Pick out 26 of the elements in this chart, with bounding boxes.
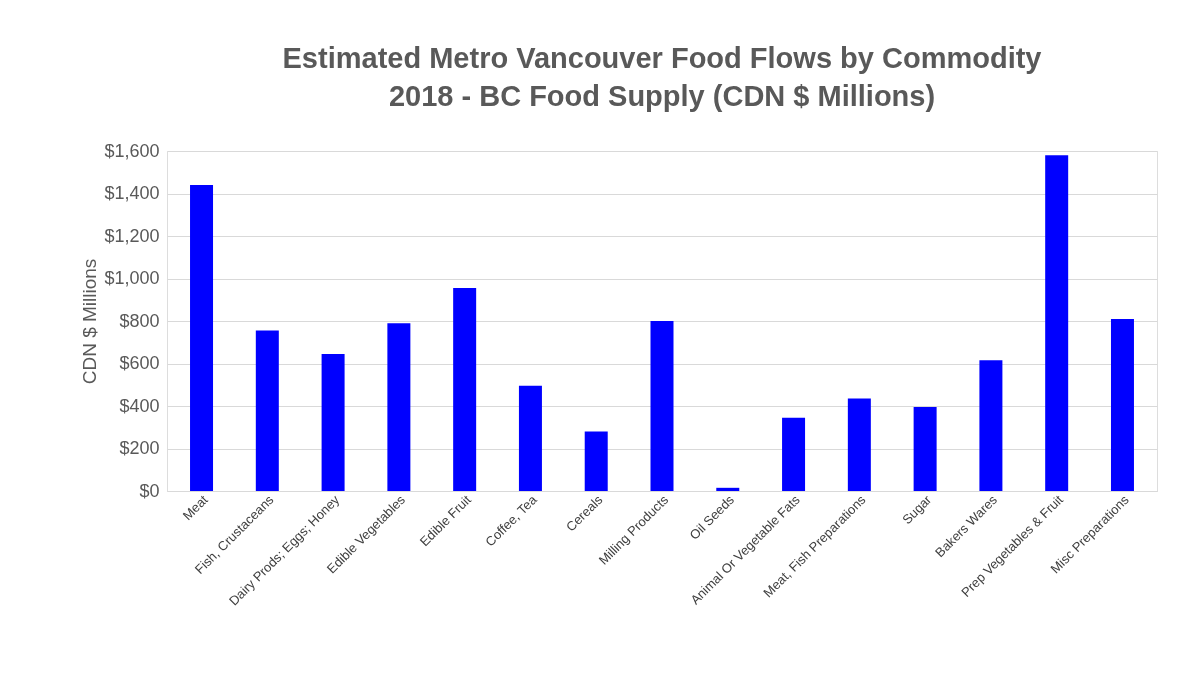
bar <box>716 487 740 491</box>
bar <box>453 288 477 491</box>
y-tick-label: $0 <box>139 480 160 501</box>
y-tick-label: $1,400 <box>104 183 160 203</box>
y-tick-label: $1,200 <box>104 225 160 246</box>
y-tick-label: $1,600 <box>104 140 160 161</box>
y-tick-label: $600 <box>119 353 160 373</box>
y-tick-label: $400 <box>119 395 160 416</box>
bar <box>321 353 345 491</box>
bar <box>913 407 937 491</box>
y-tick-label: $1,000 <box>104 268 160 288</box>
bar <box>518 385 542 491</box>
bar <box>979 360 1003 491</box>
y-axis-title: CDN $ Millions <box>79 258 101 385</box>
bar <box>847 398 871 491</box>
bar <box>387 323 411 491</box>
bar <box>1110 318 1134 491</box>
bar <box>255 330 279 491</box>
chart-title: Estimated Metro Vancouver Food Flows by Commodity 2018 - BC Food Supply (CDN $ Millions) <box>282 42 1042 112</box>
bar <box>190 185 214 491</box>
bar <box>650 321 674 491</box>
y-tick-label: $200 <box>119 438 160 458</box>
y-tick-label: $800 <box>119 310 160 331</box>
bar <box>584 431 608 491</box>
bar <box>1045 155 1069 491</box>
bar <box>782 417 806 491</box>
